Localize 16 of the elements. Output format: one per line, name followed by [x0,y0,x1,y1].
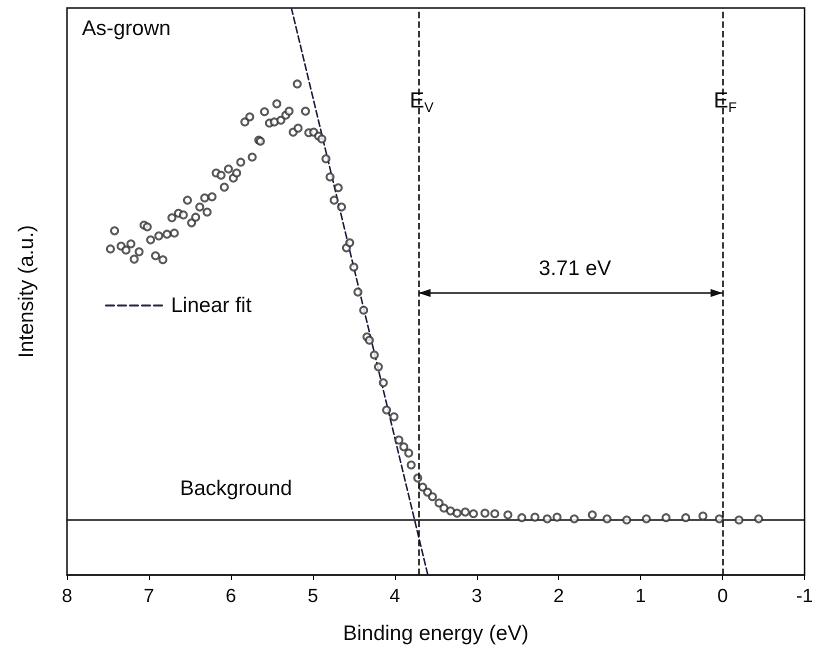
x-tick-label: 1 [635,586,646,607]
x-tick-label: 4 [390,586,401,607]
x-tick-label: 7 [144,586,154,607]
x-axis-title: Binding energy (eV) [342,622,529,645]
legend-label: Linear fit [171,294,252,317]
x-tick-label: 8 [62,586,72,607]
annotation: Background [180,477,292,500]
x-tick-label: 0 [717,586,728,607]
y-axis-title: Intensity (a.u.) [15,224,38,358]
annotation: As-grown [82,17,171,40]
annotation: 3.71 eV [538,257,612,280]
x-tick-label: 6 [226,586,236,607]
x-tick-label: 3 [471,586,482,607]
x-tick-label: 5 [308,586,318,607]
x-tick-label: 2 [553,586,564,607]
x-tick-label: -1 [796,586,814,607]
